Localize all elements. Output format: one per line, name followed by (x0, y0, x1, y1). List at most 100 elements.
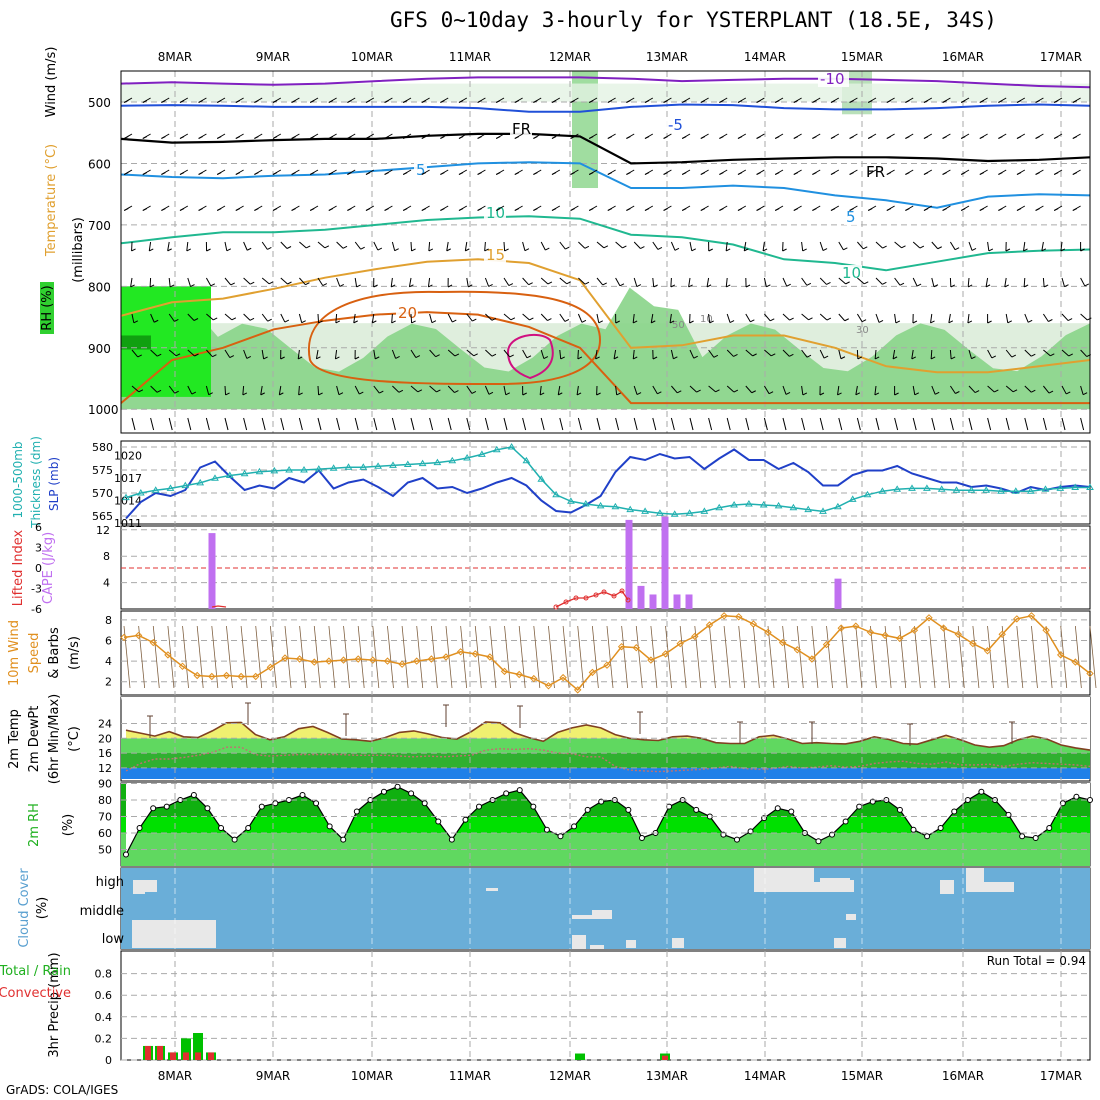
wind-barb (297, 349, 300, 359)
wind-barb-flag (284, 319, 290, 323)
wind-barb-flag (309, 136, 315, 139)
isotherm-label: 5 (846, 208, 856, 226)
wind-barb (466, 277, 469, 287)
wind-barb-flag (812, 100, 817, 103)
rh-tick-label: 60 (98, 827, 112, 840)
wind-barb-flag (137, 354, 142, 358)
wind-barb-flag (1016, 100, 1022, 103)
wind-barb-flag (823, 355, 829, 359)
cloud-block (672, 938, 684, 948)
wind-barb (559, 241, 566, 250)
wind-barb (559, 349, 562, 360)
wind-barb-flag (971, 248, 977, 251)
wind-barb-flag (1043, 284, 1049, 288)
temp-line (125, 721, 1091, 751)
wind-barb-flag (719, 208, 724, 211)
wind-barb-flag (706, 284, 712, 288)
wind-barb-flag (774, 100, 780, 103)
slp-tick-label: 1020 (114, 450, 142, 463)
wind-barb-flag (588, 100, 594, 103)
thickness-marker (507, 443, 516, 450)
wind-barb (595, 349, 598, 359)
wind-barb-flag (123, 172, 129, 175)
cloud-block (133, 880, 145, 894)
date-label-top: 10MAR (351, 50, 393, 64)
wind-barb (689, 241, 693, 251)
wind-barb-flag (626, 100, 631, 103)
wind-barb (892, 349, 896, 359)
thickness-marker (166, 484, 175, 491)
wind-barb-flag (1035, 208, 1040, 211)
wind-barb (669, 313, 672, 323)
wind-barb (987, 385, 995, 393)
wind-barb-10m (562, 625, 570, 689)
wind-barb (559, 277, 568, 285)
wind-barb-flag (272, 208, 278, 211)
wind-barb (689, 349, 695, 359)
wind-barb-flag (316, 356, 321, 360)
wind-barb-flag (942, 100, 947, 103)
wind-barb-flag (774, 208, 780, 211)
wind-barb-flag (663, 100, 668, 103)
thickness-marker (1026, 487, 1035, 494)
wind-barb (150, 385, 158, 393)
wind-barb-flag (615, 320, 620, 324)
wind-barb-flag (477, 100, 482, 103)
cloud-block (966, 868, 984, 892)
rh-marker (951, 808, 958, 815)
wind-barb-flag (994, 389, 999, 393)
wind-barb (187, 277, 191, 287)
wind-barb-10m (606, 625, 614, 689)
thickness-marker (611, 502, 620, 510)
wind-barb (1080, 313, 1088, 321)
thickness-marker (656, 509, 664, 516)
wind-speed-marker (910, 626, 919, 634)
temp-tick-label: 16 (98, 747, 112, 760)
wind-barb-flag (375, 356, 380, 360)
wind-barb-flag (663, 208, 668, 211)
thickness-marker (937, 485, 946, 492)
isotherm-label: -10 (820, 70, 845, 88)
wind-barb (1041, 241, 1044, 251)
thickness-marker (759, 501, 768, 508)
thickness-marker (240, 469, 249, 477)
wind-barb-flag (161, 100, 166, 103)
wind-barb (466, 385, 473, 394)
wind-barb (315, 349, 319, 359)
cloud-layer-label: low (102, 932, 125, 947)
wind-barb (1080, 277, 1086, 287)
wind-barb (726, 349, 734, 357)
surface-wind-barb (726, 417, 731, 431)
wind-barb-flag (785, 392, 791, 395)
wind-barb-flag (955, 391, 960, 394)
wind-barb-flag (322, 283, 328, 287)
wind-barb (447, 385, 455, 393)
wind-barb (408, 277, 412, 287)
wind-barb-flag (766, 284, 771, 288)
wind-barb (801, 241, 804, 251)
wind-barb (261, 313, 269, 322)
wind-barb-flag (882, 245, 887, 249)
wind-barb-flag (309, 172, 315, 175)
cape-bar (637, 585, 645, 609)
wind-barb-flag (390, 284, 396, 288)
wind-speed-marker (852, 622, 860, 630)
wind-barb-10m (1016, 625, 1024, 689)
wind-barb (874, 385, 877, 395)
wind-ylabel-b: Speed (27, 633, 42, 674)
wind-barb-flag (190, 284, 195, 288)
wind-barb (503, 313, 512, 321)
wind-barb-10m (782, 625, 790, 689)
surface-wind-barb (466, 417, 471, 431)
cape-bar (661, 516, 669, 609)
wind-barb (855, 385, 858, 395)
wind-barb-10m (796, 625, 804, 689)
wind-barb-flag (235, 136, 241, 139)
thickness-marker (314, 465, 323, 472)
wind-barb-flag (789, 353, 794, 357)
wind-barb-flag (272, 136, 278, 139)
wind-barb-flag (1064, 284, 1069, 288)
rh-marker (421, 800, 428, 807)
wind-barb (224, 277, 232, 286)
rh-marker (896, 806, 903, 813)
